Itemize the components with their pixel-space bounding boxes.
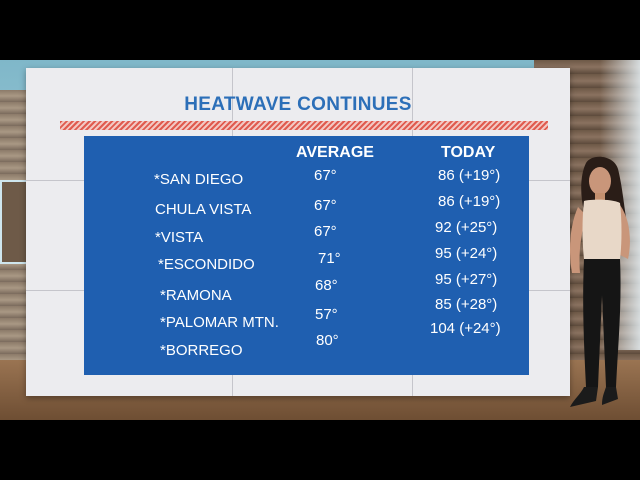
row-today: 95 (+27°) (435, 271, 498, 288)
presenter-figure (570, 156, 630, 407)
row-today: 86 (+19°) (438, 167, 501, 184)
row-average: 67° (314, 197, 337, 214)
row-today: 92 (+25°) (435, 219, 498, 236)
row-average: 67° (314, 167, 337, 184)
row-city: *PALOMAR MTN. (160, 314, 279, 331)
column-header-average: AVERAGE (296, 144, 374, 161)
column-header-today: TODAY (441, 144, 496, 161)
board-title: HEATWAVE CONTINUES (184, 94, 412, 115)
video-wall-board: HEATWAVE CONTINUES AVERAGE TODAY *SAN DI… (26, 68, 570, 396)
row-average: 67° (314, 223, 337, 240)
letterbox-bottom (0, 420, 640, 480)
letterbox-top (0, 0, 640, 60)
row-average: 71° (318, 250, 341, 267)
title-hatch-stripe (60, 121, 548, 130)
row-today: 95 (+24°) (435, 245, 498, 262)
row-average: 68° (315, 277, 338, 294)
row-city: *BORREGO (160, 342, 243, 359)
row-average: 80° (316, 332, 339, 349)
temperature-table-panel (84, 136, 529, 375)
row-city: *VISTA (155, 229, 204, 246)
row-average: 57° (315, 306, 338, 323)
row-city: CHULA VISTA (155, 201, 252, 218)
row-city: *SAN DIEGO (154, 171, 244, 188)
row-today: 86 (+19°) (438, 193, 501, 210)
row-city: *RAMONA (160, 287, 232, 304)
row-today: 85 (+28°) (435, 296, 498, 313)
row-today: 104 (+24°) (430, 320, 501, 337)
row-city: *ESCONDIDO (158, 256, 255, 273)
